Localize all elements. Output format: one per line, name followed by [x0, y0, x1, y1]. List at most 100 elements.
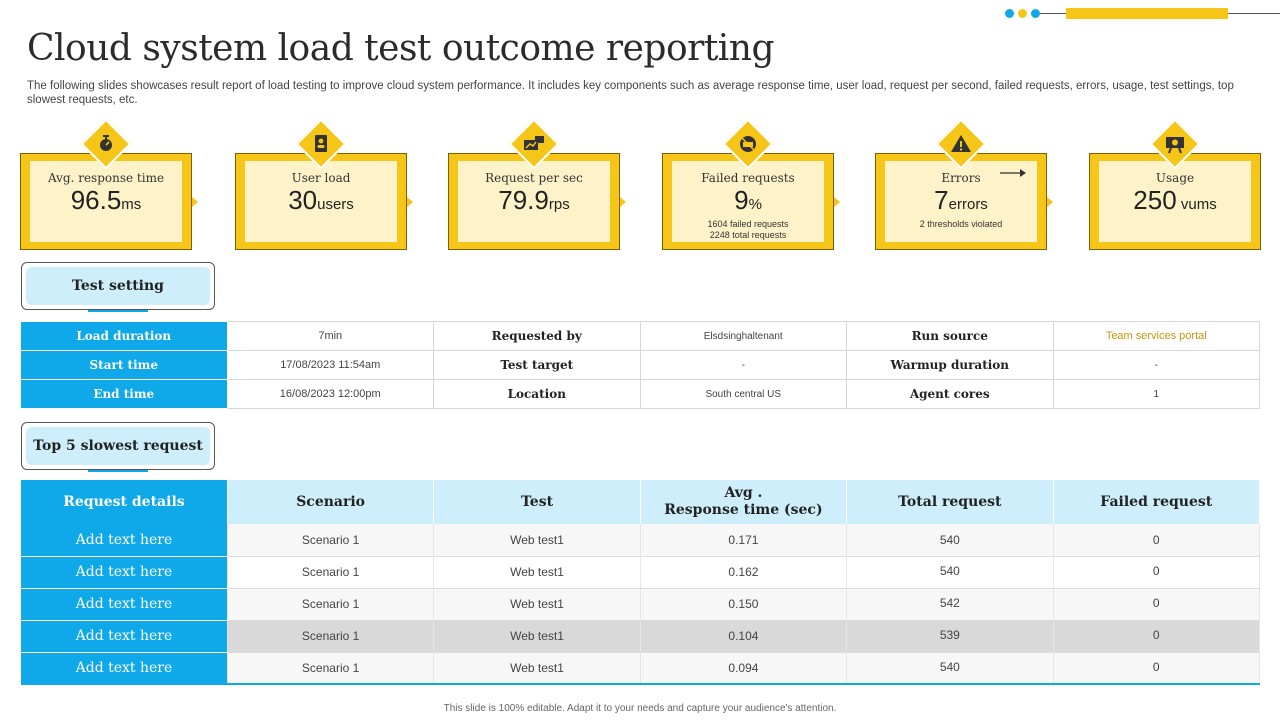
kpi-card-3: Request per sec 79.9rps — [448, 118, 626, 250]
setting-value: 1 — [1052, 379, 1260, 409]
setting-row: Load duration 7min Requested by Elsdsinghal… — [20, 321, 1260, 351]
setting-value: 16/08/2023 12:00pm — [226, 379, 434, 409]
table-cell: 540 — [846, 652, 1054, 685]
kpi-label: Avg. response time — [47, 171, 165, 185]
kpi-label: User load — [291, 171, 351, 185]
table-cell: 0 — [1053, 588, 1261, 621]
connector-arrow — [1047, 197, 1053, 207]
table-cell: Scenario 1 — [227, 556, 435, 589]
kpi-label: Failed requests — [701, 171, 795, 185]
kpi-note: 1604 failed requests — [707, 219, 789, 229]
setting-row: Start time 17/08/2023 11:54am Test target -… — [20, 350, 1260, 380]
setting-label: Test target — [433, 350, 641, 380]
header-avg-line1: Avg . — [724, 485, 763, 501]
table-row: Add text here Scenario 1 Web test1 0.162 540… — [21, 556, 1261, 589]
request-icon — [522, 132, 546, 156]
table-cell: 0.104 — [640, 620, 848, 653]
header-avg-response: Avg . Response time (sec) — [640, 480, 848, 524]
header-request-details: Request details — [21, 480, 228, 524]
kpi-unit: users — [317, 196, 354, 213]
page-title: Cloud system load test outcome reporting — [27, 28, 775, 69]
kpi-value: 7errors — [885, 186, 1037, 219]
kpi-number: 7 — [934, 185, 949, 215]
kpi-inner: Failed requests 9% 1604 failed requests 224… — [672, 161, 824, 242]
dot-2 — [1018, 9, 1027, 18]
kpi-card-1: Avg. response time 96.5ms — [20, 118, 198, 250]
kpi-number: 79.9 — [498, 185, 549, 215]
setting-value: 17/08/2023 11:54am — [226, 350, 434, 380]
user-icon — [309, 132, 333, 156]
kpi-inner: User load 30users — [245, 161, 397, 242]
table-cell: Web test1 — [433, 524, 641, 557]
setting-value: Elsdsinghaltenant — [639, 321, 847, 351]
kpi-number: 96.5 — [70, 185, 122, 215]
table-cell: 0 — [1053, 556, 1261, 589]
kpi-inner: Avg. response time 96.5ms — [30, 161, 182, 242]
kpi-value: 250 vums — [1099, 186, 1251, 219]
request-detail-cell: Add text here — [21, 524, 228, 557]
table-row: Add text here Scenario 1 Web test1 0.104 539… — [21, 620, 1261, 653]
table-row: Add text here Scenario 1 Web test1 0.171 540… — [21, 524, 1261, 557]
warning-icon — [949, 132, 973, 156]
table-cell: Web test1 — [433, 620, 641, 653]
setting-value: 7min — [226, 321, 434, 351]
table-row: Add text here Scenario 1 Web test1 0.150 542… — [21, 588, 1261, 621]
test-setting-heading: Test setting — [26, 267, 210, 305]
connector-arrow — [192, 197, 198, 207]
kpi-inner: Errors 7errors 2 thresholds violated — [885, 161, 1037, 242]
setting-row: End time 16/08/2023 12:00pm Location South … — [20, 379, 1260, 409]
usage-icon — [1163, 132, 1187, 156]
setting-label: Location — [433, 379, 641, 409]
slowest-request-tab: Top 5 slowest request — [21, 422, 215, 472]
kpi-unit: errors — [948, 196, 988, 213]
setting-label: Requested by — [433, 321, 641, 351]
dot-3 — [1031, 9, 1040, 18]
kpi-value: 30users — [245, 186, 397, 219]
table-cell: 0 — [1053, 620, 1261, 653]
header-scenario: Scenario — [227, 480, 435, 524]
kpi-label: Errors — [941, 171, 981, 185]
kpi-card-6: Usage 250 vums — [1089, 118, 1261, 250]
table-bottom-border — [21, 683, 1260, 685]
arrow-right-icon — [1000, 169, 1026, 177]
header-failed-request: Failed request — [1053, 480, 1261, 524]
kpi-unit: ms — [121, 196, 142, 213]
setting-value: South central US — [639, 379, 847, 409]
timer-icon — [94, 132, 118, 156]
table-cell: 0.094 — [640, 652, 848, 685]
run-source-link[interactable]: Team services portal — [1052, 321, 1260, 351]
table-cell: 0.150 — [640, 588, 848, 621]
kpi-card-2: User load 30users — [235, 118, 413, 250]
kpi-note: 2248 total requests — [709, 230, 787, 240]
request-detail-cell: Add text here — [21, 620, 228, 653]
table-cell: 0.171 — [640, 524, 848, 557]
page-subtitle: The following slides showcases result re… — [27, 80, 1234, 106]
footer-note: This slide is 100% editable. Adapt it to… — [443, 703, 837, 714]
setting-label: End time — [20, 379, 228, 409]
kpi-note: 2 thresholds violated — [919, 219, 1003, 229]
header-avg-line2: Response time (sec) — [664, 502, 823, 518]
setting-label: Load duration — [20, 321, 228, 351]
tab-underline — [88, 310, 148, 312]
table-cell: 539 — [846, 620, 1054, 653]
table-cell: 0 — [1053, 652, 1261, 685]
setting-label: Agent cores — [846, 379, 1054, 409]
kpi-unit: vums — [1176, 196, 1217, 213]
kpi-value: 9% — [672, 186, 824, 219]
kpi-inner: Usage 250 vums — [1099, 161, 1251, 242]
kpi-label: Usage — [1155, 171, 1195, 185]
decorative-bar — [1066, 8, 1228, 19]
table-row: Add text here Scenario 1 Web test1 0.094 540… — [21, 652, 1261, 685]
slowest-request-table: Request details Scenario Test Avg . Resp… — [21, 480, 1261, 685]
request-detail-cell: Add text here — [21, 588, 228, 621]
table-cell: 0 — [1053, 524, 1261, 557]
table-cell: Web test1 — [433, 556, 641, 589]
kpi-label: Request per sec — [485, 171, 583, 185]
kpi-value: 96.5ms — [30, 186, 182, 219]
header-test: Test — [433, 480, 641, 524]
kpi-number: 250 — [1133, 185, 1177, 215]
table-cell: Web test1 — [433, 652, 641, 685]
connector-arrow — [407, 197, 413, 207]
setting-value: - — [639, 350, 847, 380]
table-cell: Web test1 — [433, 588, 641, 621]
